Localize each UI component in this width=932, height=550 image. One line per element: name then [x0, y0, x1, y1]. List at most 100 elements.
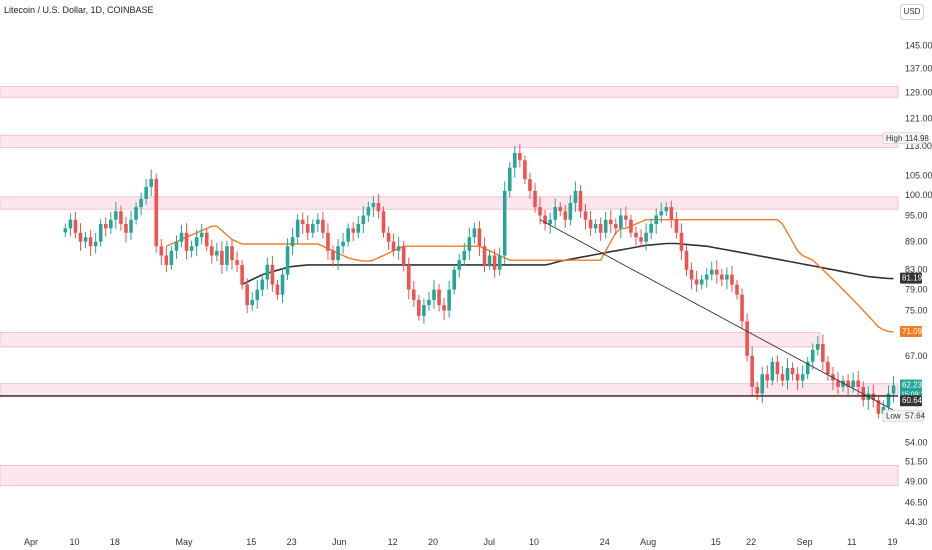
sma-price-tag-text: 81.19: [902, 274, 923, 283]
candle-body: [507, 167, 512, 191]
candle-body: [285, 246, 290, 275]
candle-body: [624, 215, 628, 220]
candle-body: [63, 228, 68, 233]
candle-body: [361, 215, 366, 225]
candle-body: [689, 269, 694, 280]
candle-body: [563, 211, 568, 220]
candle-body: [891, 385, 896, 394]
candle-body: [174, 241, 179, 251]
candle-body: [119, 211, 123, 225]
candle-body: [114, 211, 118, 220]
x-tick-label: 19: [888, 537, 898, 547]
x-tick-label: 22: [746, 537, 756, 547]
candle-body: [492, 255, 497, 270]
candle-body: [78, 232, 83, 242]
candle-body: [255, 289, 260, 300]
candles-layer: [63, 144, 896, 422]
candle-body: [578, 190, 583, 212]
y-tick-label: 95.00: [905, 210, 928, 220]
candle-body: [139, 198, 143, 208]
candle-body: [543, 215, 547, 225]
candle-body: [760, 374, 765, 394]
y-tick-label: 49.00: [905, 477, 928, 487]
candle-body: [750, 355, 754, 387]
candle-body: [280, 274, 285, 295]
candle-body: [629, 219, 633, 233]
candle-body: [83, 237, 88, 242]
candle-body: [795, 374, 800, 381]
candle-body: [300, 219, 305, 225]
candle-body: [518, 152, 522, 161]
y-tick-label: 83.00: [905, 265, 928, 275]
candle-body: [800, 374, 805, 381]
candle-body: [755, 386, 759, 394]
candle-body: [164, 255, 169, 265]
candle-body: [109, 219, 113, 229]
candle-body: [775, 361, 780, 375]
y-tick-label: 46.50: [905, 498, 928, 508]
candle-body: [851, 380, 855, 387]
low-marker-label: Low: [886, 411, 901, 420]
ema-price-tag-bg: [900, 325, 922, 337]
candle-body: [740, 294, 744, 322]
candle-body: [341, 241, 345, 247]
candle-body: [821, 343, 825, 362]
candle-body: [412, 289, 416, 300]
x-tick-label: 10: [529, 537, 539, 547]
high-marker-bg: [882, 132, 924, 145]
high-marker-label: High: [886, 134, 902, 143]
candle-body: [321, 219, 325, 233]
candle-body: [442, 305, 446, 311]
candle-body: [790, 367, 795, 375]
x-tick-label: Apr: [24, 537, 38, 547]
candle-body: [220, 250, 224, 265]
candle-body: [780, 374, 785, 381]
candle-body: [497, 255, 502, 270]
candle-body: [846, 380, 850, 387]
candle-body: [558, 207, 563, 212]
y-tick-label: 129.00: [905, 88, 932, 98]
candle-body: [725, 274, 729, 280]
candle-body: [452, 269, 456, 290]
candle-body: [674, 219, 679, 233]
sma-price-tag-bg: [900, 272, 922, 284]
candle-body: [810, 349, 815, 362]
candle-body: [457, 260, 462, 270]
candle-body: [346, 228, 350, 242]
candle-body: [659, 211, 664, 216]
candle-body: [735, 284, 739, 295]
y-tick-label: 145.00: [905, 41, 932, 51]
candle-body: [401, 246, 406, 265]
candle-body: [134, 207, 138, 220]
candle-body: [316, 219, 320, 225]
candle-body: [381, 211, 386, 233]
candle-body: [169, 250, 174, 265]
x-tick-label: 18: [110, 537, 120, 547]
candle-body: [608, 219, 613, 225]
candle-body: [432, 289, 436, 300]
low-marker-bg: [882, 409, 924, 422]
zones-layer: [0, 85, 899, 487]
candle-body: [841, 380, 845, 387]
zone-rect: [0, 85, 899, 98]
candle-body: [189, 246, 194, 251]
currency-selector[interactable]: USD: [900, 4, 924, 20]
candle-body: [598, 224, 603, 233]
axes-layer: 145.00 137.00 129.00 121.00 113.00 105.00 100.…: [24, 41, 932, 547]
candle-body: [270, 264, 275, 285]
y-tick-label: 105.00: [905, 170, 932, 180]
indicator-lines-layer: [166, 218, 894, 333]
candle-body: [669, 207, 674, 220]
candle-body: [523, 160, 527, 180]
candle-body: [593, 224, 598, 229]
candle-body: [250, 299, 254, 306]
candle-body: [715, 269, 719, 275]
candle-body: [437, 289, 441, 306]
x-tick-label: Jun: [332, 537, 347, 547]
candle-body: [73, 219, 78, 233]
zone-rect: [0, 332, 821, 348]
x-tick-label: 15: [246, 537, 256, 547]
candle-body: [386, 232, 391, 242]
